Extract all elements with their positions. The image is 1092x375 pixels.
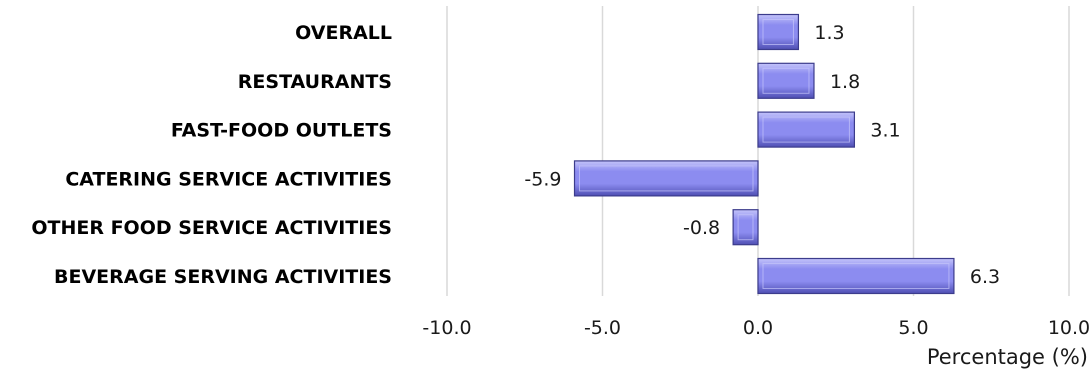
value-label: -0.8 [683, 217, 720, 239]
x-axis-title: Percentage (%) [927, 345, 1088, 369]
bar-bevel [762, 116, 850, 143]
x-tick-label: -5.0 [584, 317, 621, 339]
value-label: 3.1 [870, 120, 900, 142]
value-label: -5.9 [524, 168, 561, 190]
category-labels: OVERALL RESTAURANTS FAST-FOOD OUTLETS CATER… [31, 22, 392, 288]
bar [757, 13, 800, 51]
category-label: CATERING SERVICE ACTIVITIES [65, 168, 392, 190]
value-label: 1.3 [814, 22, 844, 44]
bar-body [757, 62, 815, 99]
x-tick-label: -10.0 [422, 317, 471, 339]
bar-bevel [579, 165, 754, 192]
x-tick-label: 5.0 [898, 317, 928, 339]
bar-body [732, 209, 759, 246]
category-label: OTHER FOOD SERVICE ACTIVITIES [31, 217, 392, 239]
bar-body [573, 160, 759, 197]
bar [757, 62, 815, 99]
bar [573, 160, 759, 197]
grid-lines [446, 6, 1070, 296]
bar-body [757, 111, 856, 148]
bar-bevel [762, 19, 794, 45]
bar [757, 111, 856, 148]
bar [757, 257, 955, 295]
bar-body [757, 13, 800, 51]
bar-bevel [762, 67, 810, 94]
value-label: 1.8 [830, 71, 860, 93]
bar-bevel [737, 214, 754, 241]
category-label: FAST-FOOD OUTLETS [171, 120, 392, 142]
category-label: OVERALL [295, 22, 392, 44]
category-label: RESTAURANTS [238, 71, 392, 93]
category-label: BEVERAGE SERVING ACTIVITIES [54, 266, 392, 288]
bar [732, 209, 759, 246]
x-tick-labels: -10.0 -5.0 0.0 5.0 10.0 [422, 317, 1090, 339]
value-label: 6.3 [970, 266, 1000, 288]
bar-bevel [762, 263, 950, 289]
x-tick-label: 10.0 [1048, 317, 1090, 339]
value-labels: 1.3 1.8 3.1 -5.9 -0.8 6.3 [524, 22, 1000, 288]
bars [573, 13, 955, 295]
x-tick-label: 0.0 [743, 317, 773, 339]
bar-body [757, 257, 955, 295]
